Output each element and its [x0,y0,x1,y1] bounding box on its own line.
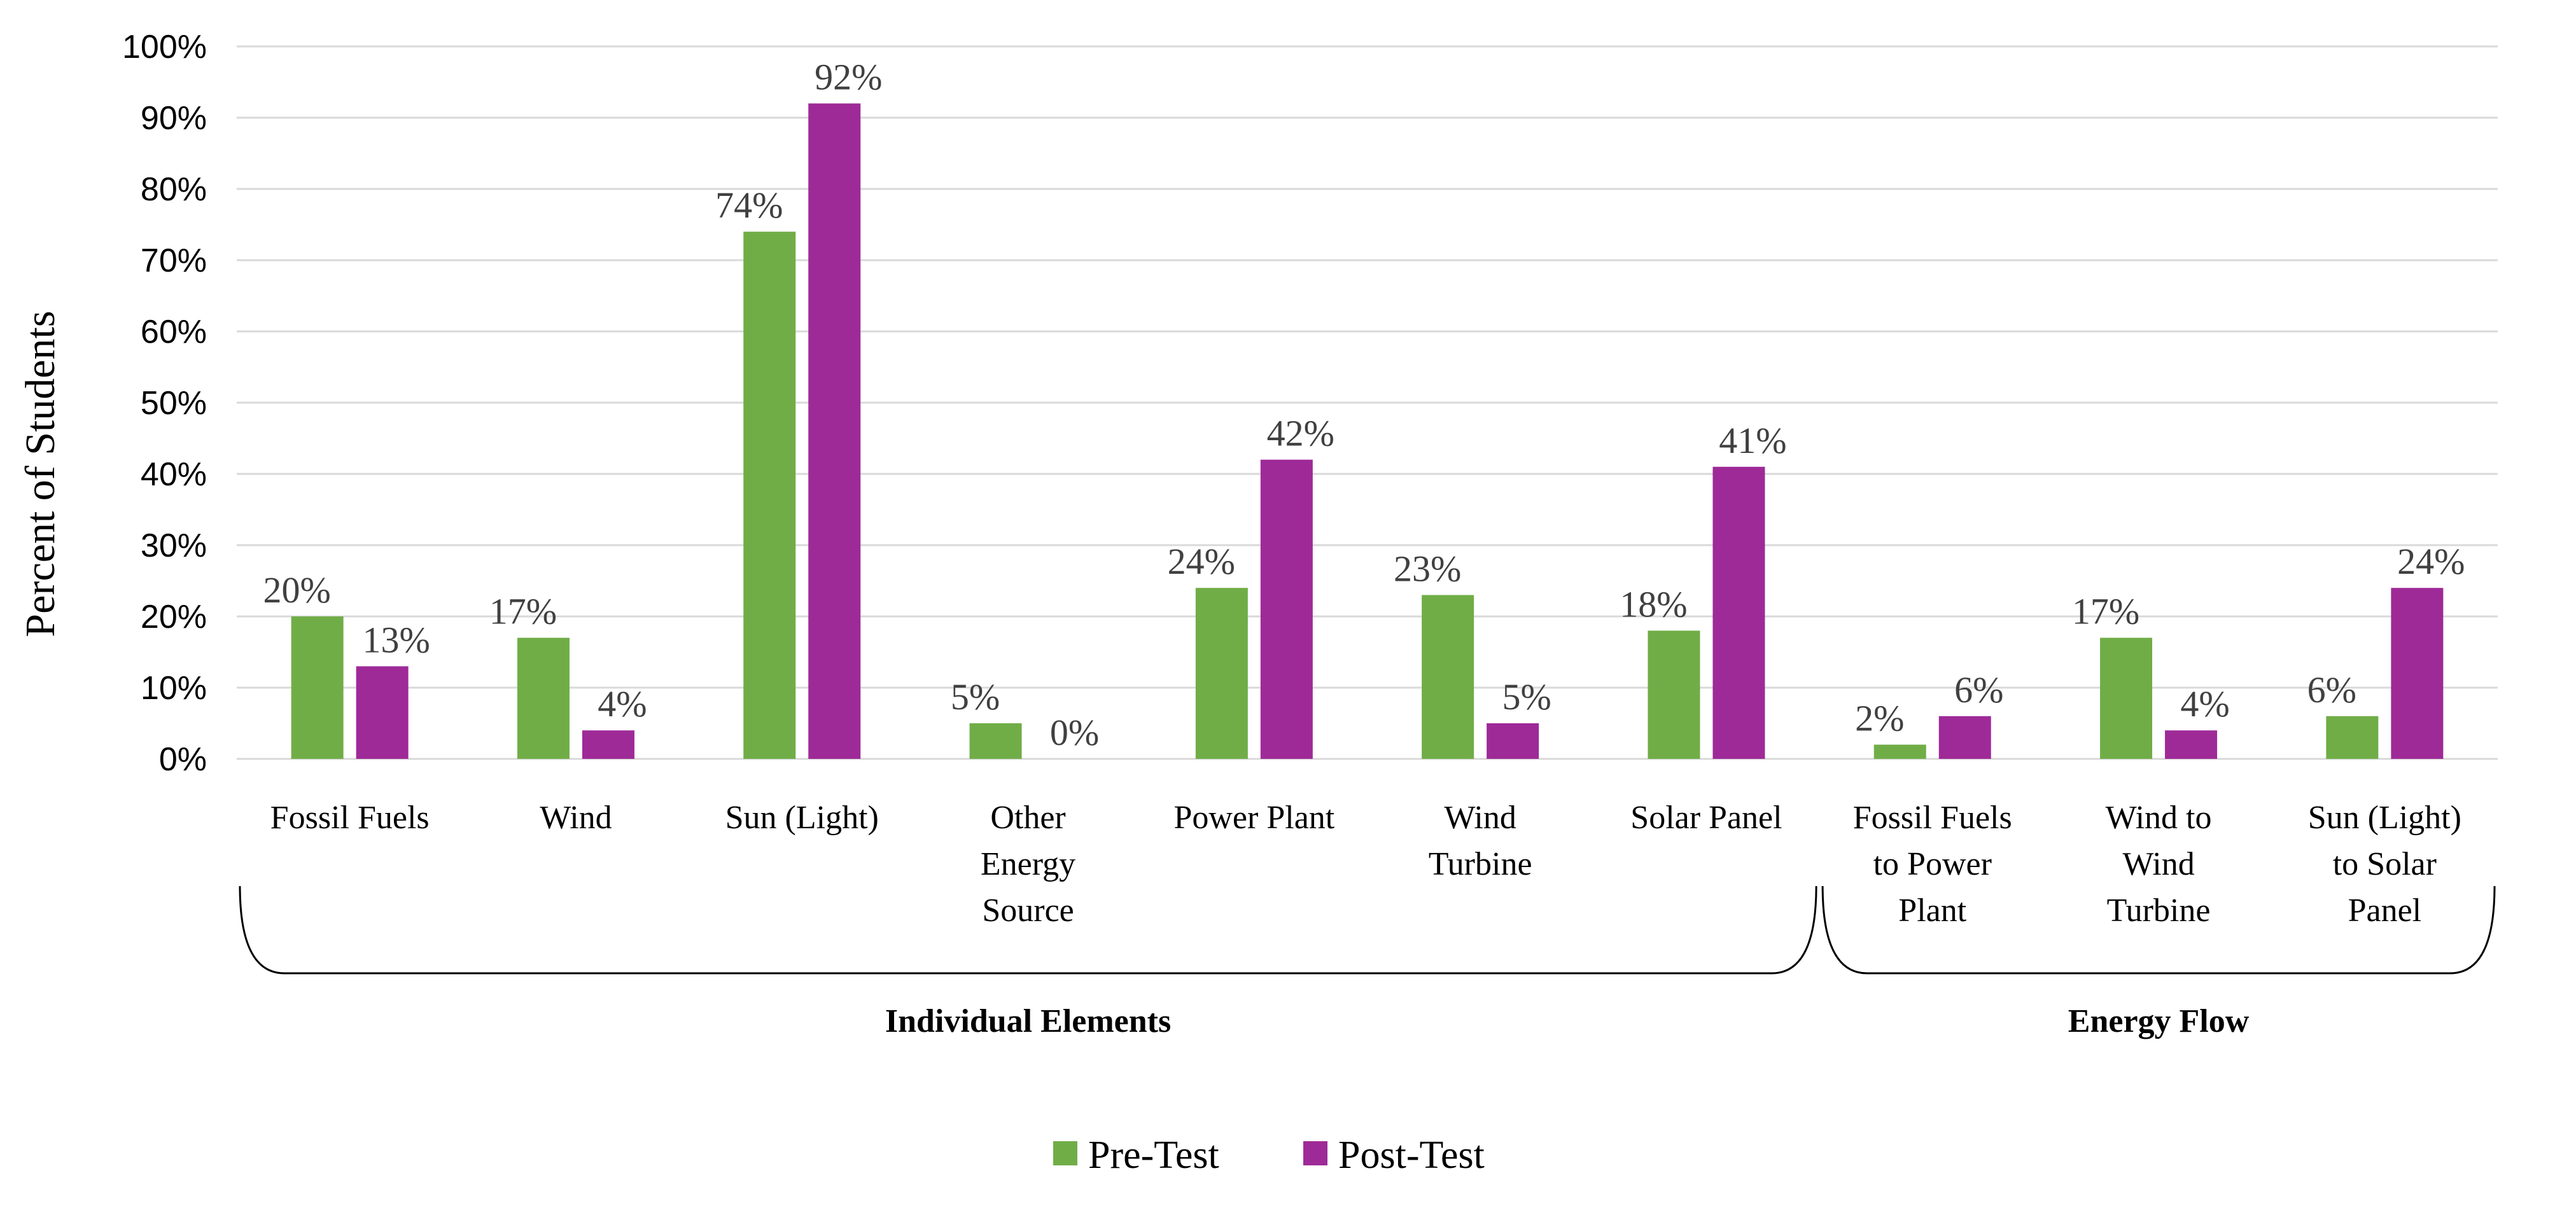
y-tick-label: 20% [141,599,207,635]
y-tick-label: 30% [141,527,207,564]
pre-test-data-label: 18% [1620,583,1687,625]
category-label: Sun (Light) [725,800,879,836]
pre-test-data-label: 17% [2072,591,2139,632]
category-label: Wind Turbine [1429,800,1532,882]
post-test-data-label: 5% [1502,676,1551,718]
post-test-bar [582,730,634,759]
category-label: Sun (Light) to Solar Panel [2308,800,2461,929]
post-test-data-label: 4% [2180,683,2229,725]
legend-label-post-test: Post-Test [1338,1134,1485,1177]
post-test-bar [1260,459,1313,759]
y-tick-label: 10% [141,670,207,707]
pre-test-data-label: 2% [1855,698,1904,739]
legend-swatch-pre-test [1053,1141,1077,1165]
y-tick-label: 70% [141,242,207,279]
post-test-data-label: 13% [362,619,430,660]
pre-test-bar [291,616,344,759]
pre-test-bar [2326,716,2379,759]
y-tick-label: 40% [141,456,207,493]
post-test-data-label: 41% [1719,420,1786,461]
group-bracket [1821,885,2496,975]
group-label: Individual Elements [885,1003,1171,1039]
pre-test-bar [1873,744,1926,759]
pre-test-data-label: 17% [489,591,557,632]
post-test-bar [808,103,861,760]
group-bracket [239,885,1817,975]
bars [291,103,2444,760]
y-tick-label: 60% [141,314,207,351]
pre-test-data-label: 5% [951,676,1000,718]
group-label: Energy Flow [2068,1003,2250,1039]
post-test-bar [1938,716,1991,759]
pre-test-data-label: 24% [1168,541,1235,582]
pre-test-data-label: 6% [2307,669,2356,711]
pre-test-bar [1422,595,1474,759]
pre-test-bar [517,637,570,759]
post-test-data-label: 24% [2397,541,2465,582]
post-test-bar [2391,588,2444,759]
data-labels: 20% 17% 74% 5% 24% 23% 18% 2% 17% 6% 13% 4% 92% 0% 42%… [263,57,2465,753]
y-axis-label: Percent of Students [17,310,64,637]
pre-test-bar [1195,588,1248,759]
post-test-data-label: 4% [598,683,647,725]
y-tick-label: 0% [159,741,207,778]
pre-test-bar [1648,630,1700,759]
y-tick-label: 90% [141,100,207,137]
legend: Pre-Test Post-Test [1053,1134,1485,1177]
x-axis-categories: Fossil Fuels Wind Sun (Light) Other Energy So… [270,800,2461,929]
category-label: Solar Panel [1630,800,1782,836]
post-test-bar [1712,466,1765,759]
pre-test-bar [743,232,796,759]
post-test-data-label: 42% [1267,413,1334,454]
pre-test-bar [969,723,1022,759]
category-label: Power Plant [1173,800,1334,836]
post-test-bar [1487,723,1539,759]
y-tick-label: 80% [141,171,207,208]
post-test-bar [356,666,409,759]
gridlines [237,45,2498,760]
post-test-data-label: 6% [1954,669,2003,711]
y-tick-label: 50% [141,385,207,422]
pre-test-data-label: 20% [263,569,330,611]
category-groups: Individual Elements Energy Flow [239,885,2496,1039]
category-label: Fossil Fuels [270,800,430,836]
category-label: Wind to Wind Turbine [2106,800,2212,929]
category-label: Wind [540,800,612,836]
pre-test-data-label: 74% [715,184,783,226]
pre-test-bar [2100,637,2153,759]
legend-label-pre-test: Pre-Test [1088,1134,1219,1177]
pre-test-data-label: 23% [1394,548,1461,589]
y-axis-ticks: 0% 10% 20% 30% 40% 50% 60% 70% 80% 90% 100% [122,29,207,778]
legend-swatch-post-test [1303,1141,1327,1165]
post-test-bar [2165,730,2218,759]
post-test-data-label: 92% [815,57,882,98]
category-label: Fossil Fuels to Power Plant [1853,800,2012,929]
y-tick-label: 100% [122,29,207,66]
post-test-data-label: 0% [1050,712,1099,753]
category-label: Other Energy Source [981,800,1075,929]
